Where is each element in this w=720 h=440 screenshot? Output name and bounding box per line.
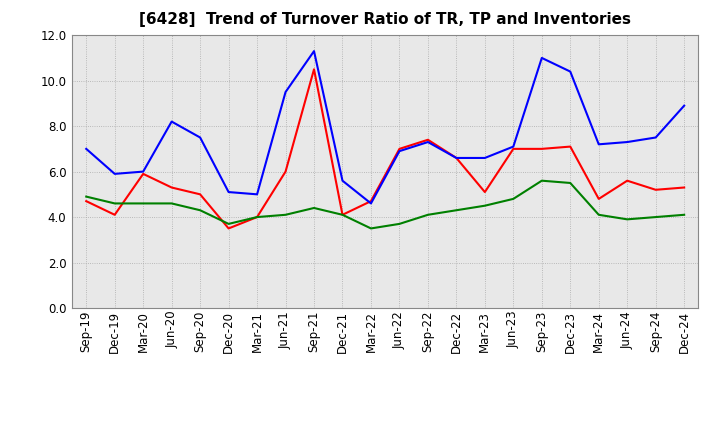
Trade Payables [452, 155, 461, 161]
Trade Payables [480, 155, 489, 161]
Inventories [82, 194, 91, 199]
Inventories [680, 212, 688, 217]
Trade Payables [139, 169, 148, 174]
Trade Receivables [566, 144, 575, 149]
Line: Inventories: Inventories [86, 181, 684, 228]
Trade Payables [623, 139, 631, 145]
Trade Receivables [652, 187, 660, 192]
Trade Receivables [338, 212, 347, 217]
Trade Payables [310, 48, 318, 54]
Trade Receivables [225, 226, 233, 231]
Trade Receivables [395, 146, 404, 151]
Trade Payables [652, 135, 660, 140]
Inventories [225, 221, 233, 227]
Trade Payables [509, 144, 518, 149]
Trade Receivables [537, 146, 546, 151]
Trade Payables [110, 171, 119, 176]
Trade Payables [423, 139, 432, 145]
Trade Receivables [595, 196, 603, 202]
Trade Receivables [253, 214, 261, 220]
Inventories [509, 196, 518, 202]
Inventories [196, 208, 204, 213]
Trade Receivables [196, 192, 204, 197]
Inventories [338, 212, 347, 217]
Trade Receivables [452, 155, 461, 161]
Legend: Trade Receivables, Trade Payables, Inventories: Trade Receivables, Trade Payables, Inven… [155, 437, 616, 440]
Inventories [452, 208, 461, 213]
Trade Receivables [167, 185, 176, 190]
Inventories [566, 180, 575, 186]
Trade Payables [196, 135, 204, 140]
Trade Receivables [623, 178, 631, 183]
Inventories [282, 212, 290, 217]
Trade Payables [395, 149, 404, 154]
Trade Payables [338, 178, 347, 183]
Trade Receivables [110, 212, 119, 217]
Inventories [537, 178, 546, 183]
Trade Receivables [509, 146, 518, 151]
Inventories [652, 214, 660, 220]
Trade Payables [595, 142, 603, 147]
Trade Receivables [423, 137, 432, 143]
Inventories [110, 201, 119, 206]
Trade Payables [680, 103, 688, 108]
Inventories [423, 212, 432, 217]
Trade Payables [537, 55, 546, 61]
Title: [6428]  Trend of Turnover Ratio of TR, TP and Inventories: [6428] Trend of Turnover Ratio of TR, TP… [139, 12, 631, 27]
Inventories [366, 226, 375, 231]
Trade Receivables [310, 66, 318, 72]
Trade Receivables [82, 198, 91, 204]
Inventories [253, 214, 261, 220]
Inventories [167, 201, 176, 206]
Inventories [310, 205, 318, 211]
Inventories [623, 216, 631, 222]
Trade Receivables [680, 185, 688, 190]
Inventories [395, 221, 404, 227]
Inventories [139, 201, 148, 206]
Trade Payables [82, 146, 91, 151]
Trade Receivables [139, 171, 148, 176]
Line: Trade Payables: Trade Payables [86, 51, 684, 203]
Trade Payables [253, 192, 261, 197]
Trade Receivables [366, 198, 375, 204]
Trade Receivables [282, 169, 290, 174]
Trade Payables [225, 189, 233, 194]
Trade Payables [366, 201, 375, 206]
Line: Trade Receivables: Trade Receivables [86, 69, 684, 228]
Trade Payables [282, 89, 290, 95]
Trade Payables [167, 119, 176, 124]
Inventories [595, 212, 603, 217]
Trade Payables [566, 69, 575, 74]
Inventories [480, 203, 489, 209]
Trade Receivables [480, 189, 489, 194]
